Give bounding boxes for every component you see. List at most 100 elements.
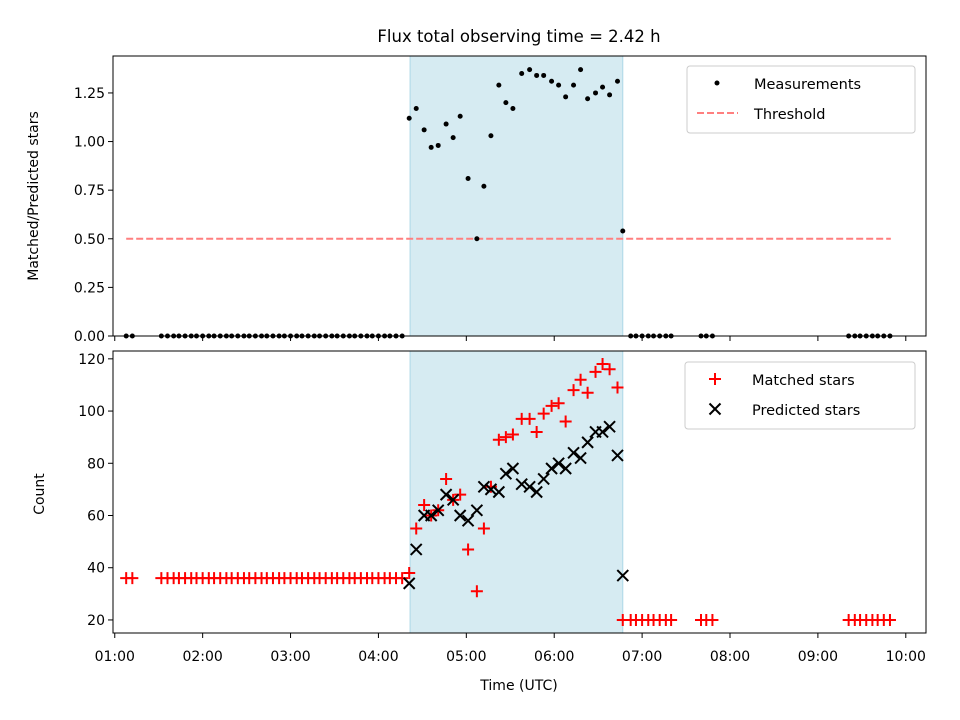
predicted-star-point: [581, 436, 594, 449]
top-legend-box: [686, 65, 916, 134]
x-tick-label: 03:00: [270, 649, 310, 665]
matched-star-point: [589, 365, 602, 378]
top-panel: 0.00 0.25 0.50 0.75 1.00 1.25 Matched/Predict…: [26, 55, 927, 345]
bottom-y-tick-label: 60: [87, 509, 105, 525]
matched-star-point: [506, 428, 519, 441]
predicted-star-point: [431, 504, 445, 517]
predicted-star-point: [492, 485, 506, 499]
matched-star-point: [567, 384, 580, 397]
measurement-point: [510, 106, 516, 111]
x-tick-label: 04:00: [358, 649, 398, 665]
matched-star-point: [418, 499, 431, 512]
measurement-point: [413, 106, 419, 111]
matched-star-point: [396, 572, 409, 585]
bottom-axes-frame: [112, 350, 927, 634]
matched-star-point: [552, 397, 565, 410]
top-y-tick-label: 0.75: [74, 183, 105, 199]
measurement-point: [406, 115, 412, 121]
matched-star-point: [596, 358, 609, 371]
measurement-point: [556, 82, 562, 88]
measurement-point: [474, 236, 480, 242]
predicted-star-point: [611, 449, 624, 462]
matched-star-point: [581, 386, 594, 399]
matched-star-point: [574, 373, 587, 386]
predicted-star-point: [515, 477, 528, 491]
legend-matched-marker: [709, 373, 721, 385]
matched-star-point: [883, 613, 896, 626]
matched-star-point: [492, 433, 505, 446]
measurement-point: [488, 133, 494, 139]
matched-star-point: [410, 522, 423, 535]
legend-measurements-label: Measurements: [754, 77, 861, 93]
matched-star-point: [665, 613, 678, 626]
top-legend: Measurements Threshold: [686, 65, 916, 134]
bottom-panel: 20 40 60 80 100 120 01:00 02:00 03:00 04:00 05:00 0…: [32, 350, 927, 694]
measurement-point: [614, 78, 620, 84]
predicted-star-point: [453, 509, 467, 522]
predicted-star-point: [559, 462, 572, 475]
predicted-star-point: [424, 509, 438, 522]
predicted-star-point: [470, 504, 484, 517]
matched-star-point: [499, 431, 512, 444]
measurement-point: [593, 90, 599, 96]
predicted-star-point: [461, 514, 475, 527]
legend-predicted-label: Predicted stars: [752, 403, 860, 419]
measurement-point: [585, 96, 591, 102]
x-tick-label: 02:00: [182, 649, 222, 665]
matched-star-point: [611, 381, 624, 394]
matched-star-point: [530, 425, 543, 438]
matched-star-point: [126, 572, 139, 585]
bottom-y-tick-label: 20: [87, 613, 105, 629]
legend-predicted-marker: [708, 402, 722, 416]
x-tick-label: 06:00: [534, 649, 574, 665]
measurement-point: [435, 142, 441, 148]
predicted-star-point: [603, 420, 616, 433]
top-y-tick-label: 1.00: [74, 135, 105, 151]
top-y-tick-label: 0.50: [74, 232, 105, 248]
measurement-point: [534, 72, 540, 78]
measurement-point: [607, 92, 613, 98]
top-y-axis-label: Matched/Predicted stars: [26, 111, 42, 281]
measurement-point: [481, 183, 487, 189]
measurement-point: [421, 127, 427, 133]
matched-star-point: [462, 543, 475, 556]
matched-star-point: [403, 566, 416, 579]
bottom-y-tick-label: 100: [78, 404, 105, 420]
predicted-star-point: [484, 483, 498, 496]
matched-star-point: [545, 399, 558, 412]
matched-star-point: [603, 363, 616, 376]
matched-star-point: [470, 585, 483, 598]
predicted-star-point: [545, 462, 558, 475]
x-tick-label: 10:00: [886, 649, 926, 665]
x-tick-label: 01:00: [95, 649, 135, 665]
measurement-point: [600, 84, 606, 90]
predicted-star-point: [523, 480, 536, 493]
top-y-tick-label: 0.00: [74, 329, 105, 345]
top-y-tick-label: 1.25: [74, 86, 105, 102]
measurement-point: [450, 135, 456, 141]
x-axis-label: Time (UTC): [479, 678, 557, 694]
measurement-point: [563, 94, 569, 100]
predicted-star-point: [596, 425, 609, 439]
measurement-point: [465, 176, 471, 181]
bottom-y-tick-label: 80: [87, 456, 105, 472]
predicted-star-point: [402, 577, 416, 590]
measurement-point: [541, 72, 547, 78]
bottom-y-tick-label: 120: [78, 352, 105, 368]
predicted-star-point: [530, 485, 543, 499]
legend-threshold-label: Threshold: [753, 107, 825, 123]
measurement-point: [519, 71, 525, 76]
legend-matched-label: Matched stars: [752, 373, 855, 389]
bottom-legend-box: [684, 361, 916, 430]
matched-star-point: [537, 407, 550, 420]
predicted-star-point: [439, 488, 453, 501]
matched-star-point: [454, 488, 467, 501]
matched-star-point: [440, 472, 453, 485]
predicted-star-point: [567, 446, 580, 460]
measurement-point: [578, 67, 584, 73]
bottom-legend: Matched stars Predicted stars: [684, 361, 916, 430]
matched-star-point: [706, 613, 719, 626]
x-tick-label: 09:00: [798, 649, 838, 665]
predicted-star-point: [552, 457, 565, 470]
